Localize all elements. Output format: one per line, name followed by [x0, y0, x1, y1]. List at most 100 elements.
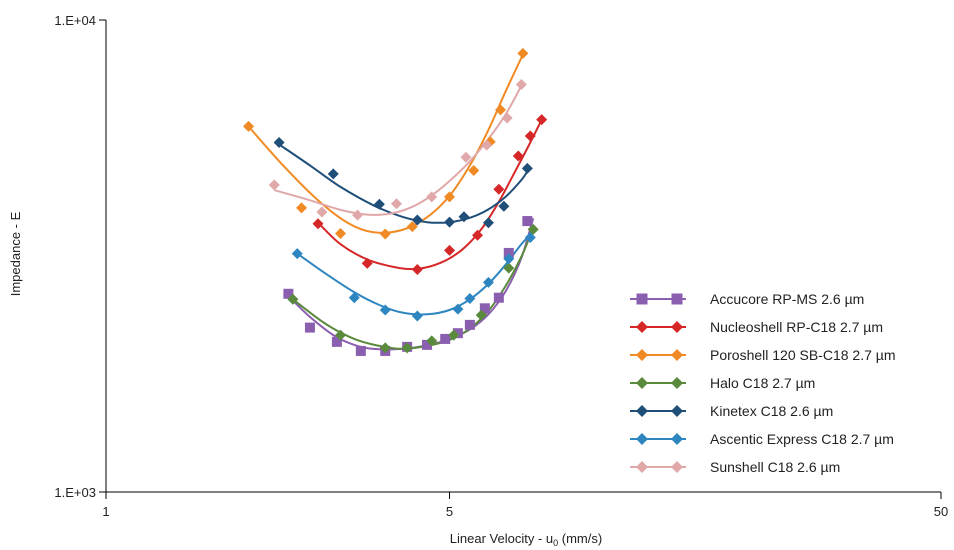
data-point: [348, 292, 360, 304]
data-point: [464, 319, 475, 330]
data-point: [471, 229, 483, 241]
legend-item: Kinetex C18 2.6 µm: [630, 403, 833, 419]
legend-item: Sunshell C18 2.6 µm: [630, 459, 840, 475]
data-point: [493, 183, 505, 195]
data-point: [401, 342, 413, 354]
data-point: [355, 345, 366, 356]
x-axis-title-main: Linear Velocity - u: [450, 531, 553, 546]
data-point: [498, 200, 510, 212]
data-point: [458, 211, 470, 223]
data-point: [327, 168, 339, 180]
data-point: [503, 262, 515, 274]
legend-marker: [636, 461, 648, 473]
legend-marker: [671, 405, 683, 417]
legend-item: Halo C18 2.7 µm: [630, 375, 815, 391]
data-point: [452, 303, 464, 315]
series-fit-line: [296, 233, 532, 316]
data-point: [411, 214, 423, 226]
data-point: [304, 322, 315, 333]
data-point: [527, 223, 539, 235]
series-fit-line: [292, 227, 535, 350]
data-point: [373, 198, 385, 210]
x-tick-label: 5: [446, 504, 453, 519]
y-tick-label: 1.E+03: [54, 485, 96, 500]
data-point: [515, 79, 527, 91]
data-point: [379, 304, 391, 316]
data-markers: [243, 47, 548, 356]
series-fit-line: [317, 119, 543, 271]
data-point: [273, 137, 285, 149]
data-point: [444, 191, 456, 203]
data-point: [495, 104, 507, 116]
data-point: [536, 114, 548, 126]
data-point: [312, 218, 324, 230]
data-point: [379, 342, 391, 354]
data-point: [501, 112, 513, 124]
legend-marker: [671, 349, 683, 361]
data-point: [316, 206, 328, 218]
data-point: [524, 130, 536, 142]
series-fit-line: [287, 218, 535, 351]
data-point: [334, 329, 346, 341]
data-point: [522, 216, 533, 227]
data-point: [390, 198, 402, 210]
legend-marker: [636, 293, 648, 305]
legend-item: Nucleoshell RP-C18 2.7 µm: [630, 319, 883, 335]
legend-marker: [671, 377, 683, 389]
data-point: [334, 227, 346, 239]
data-point: [361, 257, 373, 269]
legend: Accucore RP-MS 2.6 µm Nucleoshell RP-C18 …: [630, 291, 896, 475]
legend-label: Poroshell 120 SB-C18 2.7 µm: [710, 347, 896, 363]
legend-marker: [671, 461, 683, 473]
data-point: [426, 191, 438, 203]
data-point: [352, 209, 364, 221]
legend-marker: [636, 405, 648, 417]
x-tick-label: 50: [934, 504, 948, 519]
legend-marker: [636, 377, 648, 389]
series-fit-line: [278, 143, 529, 224]
data-point: [493, 292, 504, 303]
data-point: [411, 310, 423, 322]
legend-item: Ascentic Express C18 2.7 µm: [630, 431, 894, 447]
data-point: [475, 309, 487, 321]
data-point: [444, 244, 456, 256]
legend-marker: [671, 293, 683, 305]
data-point: [524, 232, 536, 244]
legend-label: Ascentic Express C18 2.7 µm: [710, 431, 894, 447]
data-point: [287, 293, 299, 305]
data-point: [268, 179, 280, 191]
data-point: [444, 216, 456, 228]
data-point: [448, 329, 460, 341]
legend-marker: [636, 433, 648, 445]
x-axis-title-subscript: 0: [553, 538, 558, 548]
legend-marker: [671, 433, 683, 445]
y-tick-label: 1.E+04: [54, 13, 96, 28]
legend-label: Nucleoshell RP-C18 2.7 µm: [710, 319, 883, 335]
data-point: [426, 335, 438, 347]
x-axis-title-unit: (mm/s): [558, 531, 602, 546]
legend-marker: [636, 321, 648, 333]
legend-marker: [636, 349, 648, 361]
data-point: [517, 47, 529, 59]
x-axis-title: Linear Velocity - u0 (mm/s): [450, 531, 602, 548]
ticks: 1.E+03 1.E+04 1 5 50: [54, 13, 948, 519]
data-point: [468, 164, 480, 176]
data-point: [406, 221, 418, 233]
legend-label: Halo C18 2.7 µm: [710, 375, 815, 391]
data-point: [379, 228, 391, 240]
data-point: [296, 202, 308, 214]
data-point: [291, 248, 303, 260]
axes: [105, 20, 941, 493]
legend-label: Kinetex C18 2.6 µm: [710, 403, 833, 419]
x-tick-label: 1: [102, 504, 109, 519]
legend-marker: [671, 321, 683, 333]
legend-label: Accucore RP-MS 2.6 µm: [710, 291, 864, 307]
data-point: [503, 247, 514, 258]
data-point: [503, 253, 515, 265]
data-point: [481, 139, 493, 151]
data-point: [482, 217, 494, 229]
y-axis-title: Impedance - E: [8, 211, 23, 296]
legend-item: Poroshell 120 SB-C18 2.7 µm: [630, 347, 896, 363]
series-fit-line: [247, 54, 524, 234]
